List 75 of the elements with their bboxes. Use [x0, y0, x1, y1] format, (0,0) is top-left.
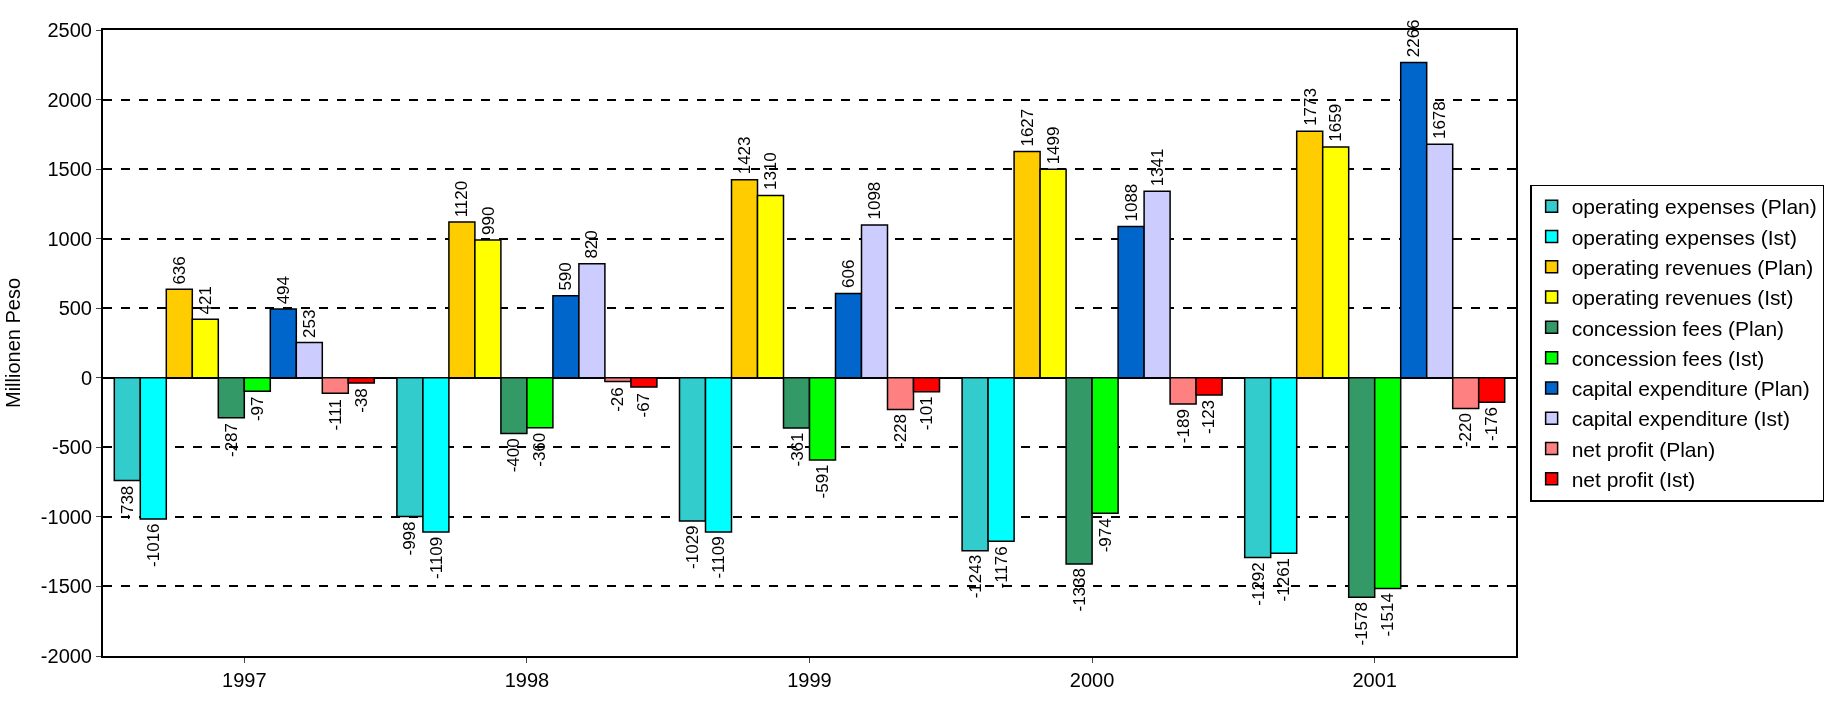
data-label: -67: [634, 392, 654, 418]
data-label: -974: [1095, 518, 1115, 553]
data-label: 990: [478, 206, 498, 235]
legend-label: operating revenues (Ist): [1571, 286, 1794, 310]
data-label: -1016: [143, 523, 163, 567]
data-label: 606: [839, 259, 859, 288]
y-tick-label: 500: [58, 297, 92, 320]
x-tick-label: 2000: [1069, 669, 1115, 691]
data-label: -176: [1482, 406, 1502, 441]
data-label: -228: [891, 413, 910, 448]
data-label: -220: [1456, 413, 1476, 448]
y-tick-label: 1000: [47, 227, 92, 250]
data-label: 1499: [1043, 126, 1063, 165]
data-label: -1261: [1274, 557, 1293, 602]
data-label: -1243: [965, 554, 985, 599]
data-label: -1176: [991, 546, 1011, 589]
data-label: 820: [582, 230, 602, 259]
x-tick-label: 2001: [1352, 669, 1397, 691]
data-label: 1120: [452, 180, 472, 218]
legend-label: capital expenditure (Ist): [1571, 407, 1790, 431]
y-tick-label: -1000: [40, 505, 92, 528]
y-axis-title: Millionen Peso: [1, 277, 24, 409]
data-label: 1678: [1430, 101, 1450, 140]
data-label: 253: [299, 309, 319, 338]
y-tick-label: 0: [80, 366, 92, 389]
legend-label: capital expenditure (Plan): [1571, 377, 1810, 401]
legend-label: operating expenses (Plan): [1571, 195, 1817, 219]
data-label: 1423: [734, 136, 754, 175]
data-label: -1109: [709, 536, 729, 579]
y-tick-label: -500: [51, 436, 92, 459]
legend-label: operating expenses (Ist): [1571, 225, 1797, 249]
legend-label: concession fees (Ist): [1571, 346, 1765, 370]
y-tick-label: -2000: [40, 645, 92, 667]
x-tick-label: 1997: [222, 669, 267, 691]
data-label: 494: [274, 275, 294, 305]
data-label: 1659: [1325, 103, 1345, 142]
data-label: -38: [351, 388, 371, 413]
data-label: 636: [170, 256, 189, 285]
data-label: -101: [916, 396, 936, 431]
data-label: 2266: [1404, 19, 1424, 58]
data-label: 1341: [1147, 148, 1167, 187]
data-label: -360: [530, 432, 550, 467]
x-tick-label: 1998: [504, 669, 550, 691]
data-label: -738: [117, 485, 137, 520]
data-label: -1578: [1351, 602, 1371, 646]
data-label: 1098: [865, 181, 885, 220]
data-label: -591: [812, 464, 832, 499]
data-label: -1029: [683, 525, 703, 569]
data-label: -111: [326, 399, 346, 431]
data-label: -97: [247, 396, 267, 422]
data-label: -1292: [1248, 562, 1268, 606]
data-label: 1088: [1121, 183, 1141, 222]
y-tick-label: 2000: [47, 88, 92, 111]
legend-label: concession fees (Plan): [1571, 316, 1785, 340]
data-label: 1627: [1017, 108, 1037, 147]
data-label: 1310: [760, 152, 780, 191]
data-label: 590: [556, 262, 576, 291]
legend-label: net profit (Ist): [1571, 468, 1696, 492]
y-tick-label: -1500: [40, 575, 92, 598]
legend-label: net profit (Plan): [1571, 437, 1716, 461]
data-label: -400: [504, 438, 524, 473]
data-label: -1514: [1377, 593, 1397, 637]
y-tick-label: 1500: [47, 158, 92, 181]
data-label: -998: [400, 521, 420, 556]
data-label: -1338: [1069, 568, 1089, 612]
data-label: -1109: [426, 536, 446, 579]
data-label: -26: [608, 387, 628, 412]
data-label: -189: [1174, 409, 1194, 444]
y-tick-label: 2500: [47, 19, 92, 41]
data-label: -287: [221, 422, 241, 457]
legend-label: operating revenues (Plan): [1571, 255, 1814, 279]
data-label: 1773: [1300, 88, 1320, 126]
data-label: -123: [1199, 399, 1219, 434]
x-tick-label: 1999: [787, 669, 832, 691]
data-label: -361: [787, 432, 807, 467]
